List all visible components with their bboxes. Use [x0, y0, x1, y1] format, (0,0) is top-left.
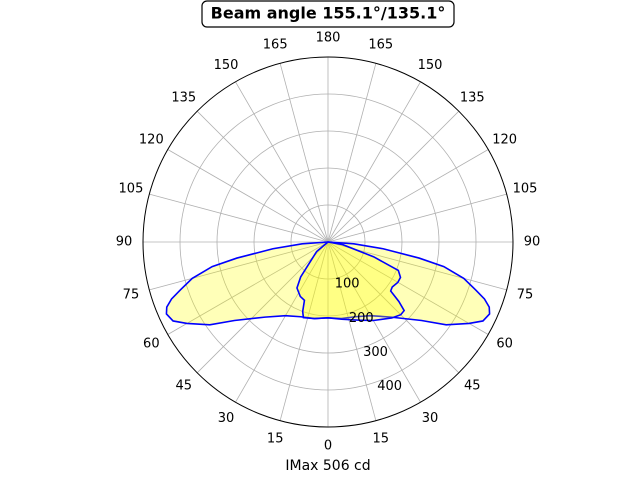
theta-tick-label: 15 [373, 432, 390, 447]
grid-line [235, 81, 329, 243]
series-line [296, 241, 406, 322]
theta-tick-label: 135 [171, 90, 196, 105]
theta-tick-label: 120 [139, 133, 164, 148]
theta-tick-label: 45 [175, 379, 192, 394]
theta-tick-label: 180 [316, 31, 341, 46]
theta-tick-label: 15 [267, 432, 284, 447]
grid-circle [216, 130, 440, 354]
grid-line [167, 241, 329, 335]
grid-line [327, 81, 421, 243]
theta-tick-label: 90 [116, 235, 133, 250]
theta-tick-label: 150 [418, 58, 443, 73]
grid-line [327, 149, 489, 243]
theta-tick-label: 75 [517, 287, 534, 302]
r-tick-label: 300 [363, 345, 388, 360]
theta-tick-label: 60 [143, 337, 160, 352]
grid-line [327, 241, 489, 335]
theta-tick-label: 105 [513, 182, 538, 197]
theta-tick-label: 90 [524, 235, 541, 250]
theta-tick-label: 30 [218, 411, 235, 426]
chart-title: Beam angle 155.1°/135.1° [211, 4, 446, 23]
r-tick-label: 100 [335, 277, 360, 292]
theta-tick-label: 150 [214, 58, 239, 73]
grid-line [327, 241, 421, 403]
theta-tick-label: 30 [422, 411, 439, 426]
theta-tick-label: 135 [460, 90, 485, 105]
grid-circle [290, 204, 366, 280]
r-tick-label: 400 [377, 379, 402, 394]
polar-frame [142, 56, 514, 428]
grid-line [327, 241, 377, 421]
grid-line [327, 110, 460, 243]
grid-circle [179, 93, 477, 391]
grid-line [149, 193, 329, 243]
theta-tick-label: 0 [324, 439, 332, 454]
grid-line [235, 241, 329, 403]
grid-line [196, 241, 329, 374]
grid-line [196, 110, 329, 243]
r-tick-label: 200 [349, 311, 374, 326]
grid-line [149, 241, 329, 291]
title-box [201, 0, 455, 28]
grid-line [327, 193, 507, 243]
theta-tick-label: 60 [496, 337, 513, 352]
theta-tick-label: 75 [123, 287, 140, 302]
theta-tick-label: 45 [464, 379, 481, 394]
grid-line [279, 63, 329, 243]
grid-line [279, 241, 329, 421]
grid-line [167, 149, 329, 243]
theta-tick-label: 105 [119, 182, 144, 197]
theta-tick-label: 165 [263, 37, 288, 52]
theta-tick-label: 120 [492, 133, 517, 148]
grid-line [327, 241, 460, 374]
grid-circle [253, 167, 403, 317]
theta-tick-label: 165 [368, 37, 393, 52]
grid-line [327, 63, 377, 243]
x-axis-label: IMax 506 cd [285, 458, 370, 474]
